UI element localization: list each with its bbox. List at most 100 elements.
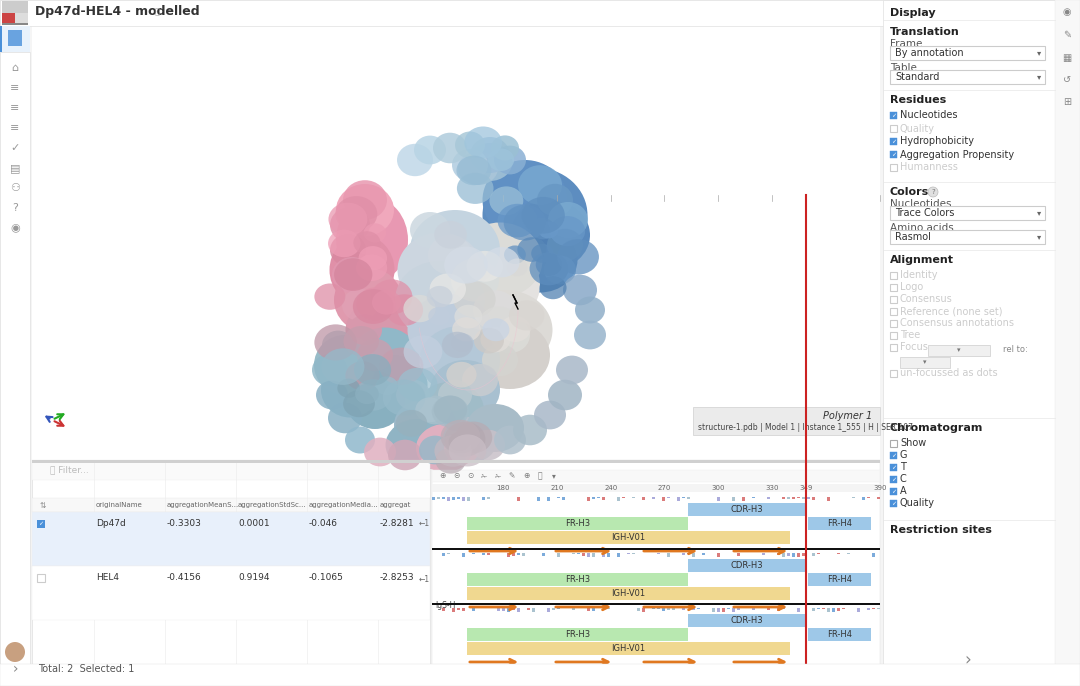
Text: ↺: ↺ [1063, 75, 1071, 85]
Bar [32, 460, 880, 463]
Text: originalName: originalName [96, 502, 143, 508]
Ellipse shape [491, 135, 519, 161]
Text: ⧉: ⧉ [538, 471, 542, 480]
Text: ▦: ▦ [1063, 53, 1071, 63]
Bar [447, 553, 450, 554]
Bar [890, 464, 897, 471]
Bar [693, 407, 880, 435]
Text: -0.1065: -0.1065 [309, 573, 343, 582]
Text: ✓: ✓ [39, 521, 43, 526]
Text: ←1: ←1 [419, 575, 430, 584]
Ellipse shape [534, 401, 566, 429]
Ellipse shape [364, 224, 387, 242]
Ellipse shape [356, 287, 395, 320]
Bar [702, 553, 705, 555]
Bar [467, 587, 789, 600]
Bar [432, 497, 435, 500]
Ellipse shape [345, 371, 405, 429]
Text: Standard: Standard [895, 72, 940, 82]
Text: Dp47d-HEL4 - modelled: Dp47d-HEL4 - modelled [35, 5, 200, 19]
Bar [632, 497, 635, 498]
Bar [847, 553, 850, 554]
Bar [0, 26, 30, 52]
Ellipse shape [483, 318, 510, 341]
Ellipse shape [420, 326, 500, 394]
Bar [15, 13, 28, 23]
Ellipse shape [446, 362, 476, 388]
Text: Chromatogram: Chromatogram [890, 423, 984, 433]
Ellipse shape [500, 316, 530, 342]
Ellipse shape [510, 200, 590, 270]
Ellipse shape [453, 317, 481, 342]
Bar [546, 608, 550, 612]
Bar [862, 497, 865, 500]
Bar [572, 608, 575, 610]
Text: ✓: ✓ [891, 113, 896, 118]
Ellipse shape [364, 438, 396, 466]
Bar [467, 642, 789, 655]
Ellipse shape [484, 247, 519, 277]
Text: Hydrophobicity: Hydrophobicity [900, 137, 974, 147]
Bar [0, 26, 2, 52]
Text: FR-H3: FR-H3 [565, 519, 590, 528]
Bar [652, 497, 654, 499]
Text: ✎: ✎ [1063, 30, 1071, 40]
Ellipse shape [470, 137, 510, 173]
Ellipse shape [454, 281, 496, 318]
Text: ›: › [12, 662, 17, 676]
Ellipse shape [350, 327, 420, 392]
Ellipse shape [353, 289, 393, 324]
Ellipse shape [343, 390, 375, 417]
Ellipse shape [334, 259, 373, 291]
Bar [588, 497, 590, 501]
Text: 349: 349 [799, 485, 812, 491]
Ellipse shape [504, 246, 526, 264]
Bar [0, 0, 1080, 26]
Bar [782, 497, 785, 499]
Ellipse shape [462, 364, 498, 397]
Bar [890, 344, 897, 351]
Bar [872, 608, 875, 609]
Bar [767, 497, 770, 499]
Text: HEL4: HEL4 [96, 573, 119, 582]
Ellipse shape [453, 149, 488, 181]
Ellipse shape [356, 255, 387, 281]
Text: ⊕: ⊕ [438, 471, 445, 480]
Ellipse shape [336, 198, 408, 283]
Text: aggregationMedia...: aggregationMedia... [309, 502, 379, 508]
Text: -0.3303: -0.3303 [167, 519, 202, 528]
Ellipse shape [395, 410, 428, 437]
Ellipse shape [464, 126, 502, 158]
Bar [37, 574, 45, 582]
Ellipse shape [397, 368, 437, 401]
Bar [32, 498, 430, 512]
Text: FR-H4: FR-H4 [827, 575, 852, 584]
Ellipse shape [419, 396, 451, 425]
Bar [777, 608, 780, 611]
Ellipse shape [487, 148, 514, 171]
Bar [577, 553, 580, 554]
Bar [588, 608, 590, 611]
Text: ✁: ✁ [481, 471, 487, 480]
Ellipse shape [531, 244, 553, 263]
Ellipse shape [503, 204, 546, 241]
Bar [890, 440, 897, 447]
Bar [812, 553, 815, 556]
Text: FR-H3: FR-H3 [565, 575, 590, 584]
Ellipse shape [481, 329, 503, 348]
Ellipse shape [328, 403, 362, 434]
Ellipse shape [444, 412, 465, 431]
Bar [681, 497, 685, 498]
Bar [607, 553, 610, 557]
Bar [572, 553, 575, 554]
Text: 180: 180 [496, 485, 510, 491]
Ellipse shape [498, 204, 537, 237]
Bar [812, 497, 815, 500]
Text: ◉: ◉ [10, 223, 19, 233]
Ellipse shape [448, 432, 471, 451]
Bar [512, 608, 515, 610]
Text: ≡: ≡ [11, 103, 19, 113]
Ellipse shape [575, 296, 605, 324]
Ellipse shape [471, 429, 505, 460]
Bar [517, 553, 519, 555]
